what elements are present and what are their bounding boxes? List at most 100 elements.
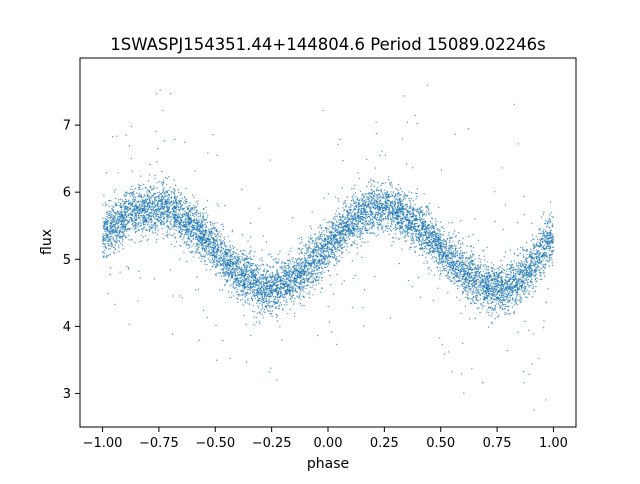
data-point <box>195 206 197 209</box>
data-point <box>545 301 548 303</box>
data-point <box>166 194 168 197</box>
data-point <box>501 272 503 274</box>
data-point <box>183 196 186 198</box>
data-point <box>336 273 338 275</box>
data-point <box>252 290 255 292</box>
data-point <box>207 258 210 260</box>
data-point <box>372 220 374 222</box>
data-point <box>339 226 342 229</box>
data-point <box>119 217 121 220</box>
data-point <box>117 172 119 174</box>
data-point <box>315 264 318 266</box>
data-point <box>325 239 327 241</box>
data-point <box>267 304 269 307</box>
data-point <box>183 215 185 217</box>
data-point <box>441 264 444 266</box>
data-point <box>311 211 313 213</box>
data-point <box>277 301 279 303</box>
data-point <box>322 243 325 245</box>
data-point <box>446 261 449 263</box>
data-point <box>416 195 418 198</box>
data-point <box>367 232 369 234</box>
data-point <box>425 215 427 217</box>
data-point <box>546 255 548 258</box>
data-point <box>312 275 314 277</box>
data-point <box>254 268 256 270</box>
data-point <box>233 278 235 280</box>
data-point <box>115 241 117 244</box>
data-point <box>274 298 276 301</box>
data-point <box>177 208 180 211</box>
data-point <box>300 287 302 289</box>
data-point <box>519 294 521 296</box>
data-point <box>456 254 458 257</box>
data-point <box>454 279 456 281</box>
data-point <box>500 305 503 307</box>
data-point <box>428 211 430 214</box>
data-point <box>220 275 223 277</box>
data-point <box>335 196 337 198</box>
data-point <box>494 294 496 296</box>
data-point <box>157 206 160 208</box>
data-point <box>486 246 488 249</box>
data-point <box>238 271 241 273</box>
data-point <box>121 227 123 229</box>
data-point <box>501 267 503 270</box>
data-point <box>522 262 524 264</box>
data-point <box>162 180 165 182</box>
data-point <box>297 296 299 298</box>
data-point <box>502 298 505 300</box>
data-point <box>410 191 413 194</box>
data-point <box>505 295 507 297</box>
data-point <box>487 309 489 311</box>
data-point <box>170 227 172 230</box>
data-point <box>220 233 222 235</box>
data-point <box>425 207 427 209</box>
data-point <box>184 200 186 202</box>
data-point <box>282 267 284 269</box>
data-point <box>466 290 468 292</box>
data-point <box>108 228 111 230</box>
data-point <box>178 295 181 297</box>
data-point <box>121 244 124 246</box>
data-point <box>182 201 185 204</box>
data-point <box>394 202 396 204</box>
data-point <box>143 183 145 186</box>
data-point <box>104 218 106 220</box>
data-point <box>305 252 307 255</box>
data-point <box>353 194 355 196</box>
data-point <box>153 214 155 216</box>
data-point <box>189 250 191 253</box>
data-point <box>541 235 544 237</box>
data-point <box>541 278 543 281</box>
data-point <box>454 253 457 255</box>
data-point <box>246 282 248 285</box>
data-point <box>276 277 278 280</box>
data-point <box>344 216 346 218</box>
data-point <box>472 300 474 302</box>
data-point <box>188 210 191 213</box>
data-point <box>465 288 467 290</box>
data-point <box>524 260 526 262</box>
data-point <box>546 252 548 254</box>
data-point <box>146 191 148 193</box>
data-point <box>456 285 458 287</box>
data-point <box>174 195 176 197</box>
data-point <box>429 230 431 232</box>
data-point <box>284 269 287 272</box>
data-point <box>471 291 473 293</box>
data-point <box>146 206 149 208</box>
data-point <box>242 258 244 260</box>
data-point <box>209 232 211 234</box>
data-point <box>538 229 540 231</box>
data-point <box>357 172 359 174</box>
data-point <box>265 241 268 243</box>
data-point <box>452 277 454 279</box>
data-point <box>306 270 309 272</box>
data-point <box>540 272 542 274</box>
data-point <box>479 286 481 289</box>
data-point <box>236 297 238 299</box>
data-point <box>377 223 379 225</box>
data-point <box>316 243 318 245</box>
data-point <box>289 250 291 252</box>
